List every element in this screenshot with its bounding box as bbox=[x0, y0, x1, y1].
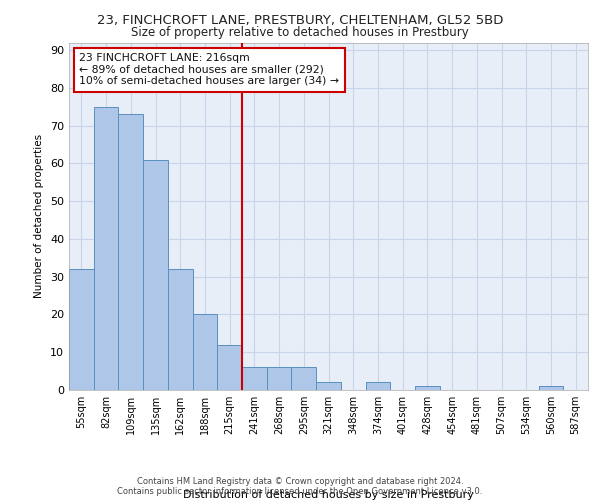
Text: 23, FINCHCROFT LANE, PRESTBURY, CHELTENHAM, GL52 5BD: 23, FINCHCROFT LANE, PRESTBURY, CHELTENH… bbox=[97, 14, 503, 27]
Bar bbox=[365, 382, 390, 390]
X-axis label: Distribution of detached houses by size in Prestbury: Distribution of detached houses by size … bbox=[183, 490, 474, 500]
Bar bbox=[267, 368, 292, 390]
Bar bbox=[193, 314, 217, 390]
Bar bbox=[539, 386, 563, 390]
Bar bbox=[168, 269, 193, 390]
Bar bbox=[415, 386, 440, 390]
Bar bbox=[217, 344, 242, 390]
Bar bbox=[292, 368, 316, 390]
Y-axis label: Number of detached properties: Number of detached properties bbox=[34, 134, 44, 298]
Bar bbox=[242, 368, 267, 390]
Bar bbox=[94, 106, 118, 390]
Bar bbox=[69, 269, 94, 390]
Text: Size of property relative to detached houses in Prestbury: Size of property relative to detached ho… bbox=[131, 26, 469, 39]
Bar bbox=[143, 160, 168, 390]
Text: 23 FINCHCROFT LANE: 216sqm
← 89% of detached houses are smaller (292)
10% of sem: 23 FINCHCROFT LANE: 216sqm ← 89% of deta… bbox=[79, 53, 340, 86]
Text: Contains HM Land Registry data © Crown copyright and database right 2024.
Contai: Contains HM Land Registry data © Crown c… bbox=[118, 476, 482, 496]
Bar bbox=[316, 382, 341, 390]
Bar bbox=[118, 114, 143, 390]
